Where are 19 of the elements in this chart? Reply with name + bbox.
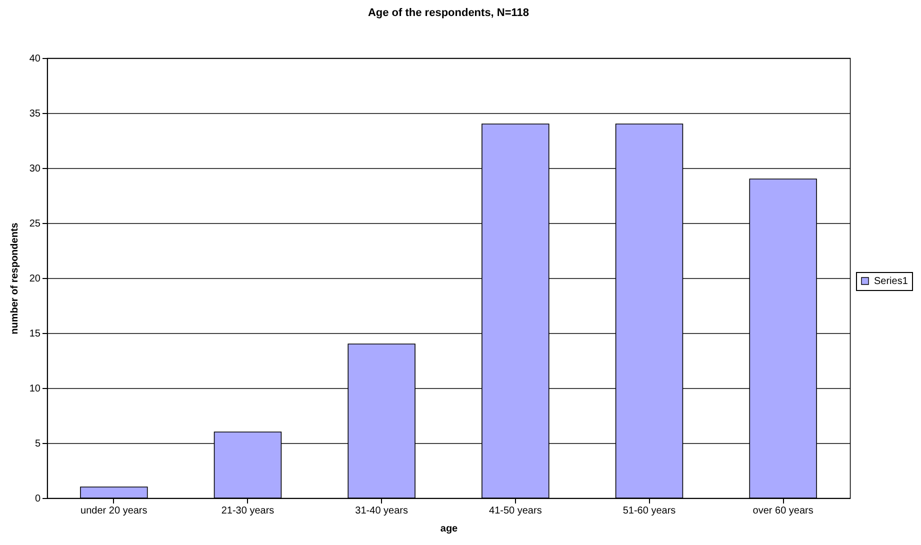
y-tick-label: 30 [29,164,41,174]
y-axis-title: number of respondents [9,222,20,334]
chart-title: Age of the respondents, N=118 [368,7,530,19]
y-tick-label: 10 [29,384,41,394]
legend-label: Series1 [874,276,908,287]
x-tick-label: 31-40 years [355,506,408,516]
y-tick-label: 5 [34,438,41,450]
x-tick-label: 41-50 years [489,506,542,516]
y-tick-label: 35 [29,108,41,120]
x-tick-label: 51-60 years [622,506,676,516]
x-tick-label: over 60 years [752,506,814,516]
y-tick-label: 15 [29,328,41,340]
y-tick-label: 25 [29,218,41,230]
x-tick-label: under 20 years [80,506,148,516]
x-axis-title: age [440,524,458,534]
x-tick-label: 21-30 years [221,506,274,516]
y-tick-label: 40 [29,54,41,64]
y-tick-label: 20 [29,274,41,284]
y-tick-label: 0 [34,494,41,504]
